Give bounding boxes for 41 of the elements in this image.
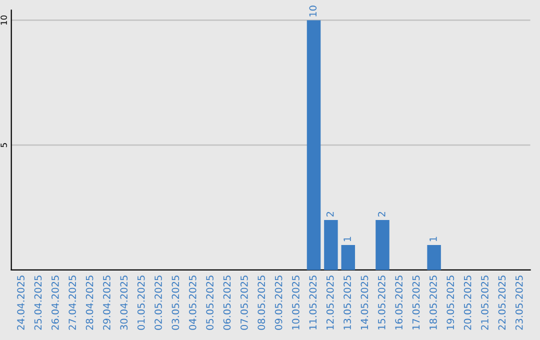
data-label: 1 xyxy=(430,236,437,242)
x-tick-label: 06.05.2025 xyxy=(223,276,231,330)
x-tick-label: 26.04.2025 xyxy=(51,276,59,330)
x-tick-label: 09.05.2025 xyxy=(274,276,282,330)
x-tick-label: 24.04.2025 xyxy=(17,276,24,330)
x-tick-label: 22.05.2025 xyxy=(498,276,506,330)
x-tick-label: 04.05.2025 xyxy=(188,276,196,330)
x-tick-label: 02.05.2025 xyxy=(154,276,162,330)
x-tick-label: 28.04.2025 xyxy=(86,276,94,330)
bar xyxy=(427,244,441,270)
x-tick-label: 10.05.2025 xyxy=(292,276,300,330)
x-tick-label: 18.05.2025 xyxy=(430,276,437,330)
bar xyxy=(376,220,390,270)
x-tick-label: 21.05.2025 xyxy=(481,276,488,330)
x-tick-label: 23.05.2025 xyxy=(515,276,523,330)
x-tick-label: 11.05.2025 xyxy=(309,276,317,330)
y-tick-label: 5 xyxy=(0,143,7,148)
x-tick-label: 01.05.2025 xyxy=(137,276,145,330)
x-tick-label: 12.05.2025 xyxy=(326,276,334,330)
x-tick-label: 17.05.2025 xyxy=(412,276,420,330)
x-tick-label: 27.04.2025 xyxy=(68,276,76,330)
x-tick-label: 08.05.2025 xyxy=(258,276,266,330)
x-tick-label: 15.05.2025 xyxy=(378,276,386,330)
data-label: 2 xyxy=(378,212,386,217)
x-tick-label: 03.05.2025 xyxy=(172,276,180,330)
data-label: 1 xyxy=(344,236,351,242)
x-tick-label: 14.05.2025 xyxy=(360,276,368,330)
x-tick-label: 30.04.2025 xyxy=(120,276,128,330)
x-tick-label: 29.04.2025 xyxy=(103,276,110,330)
x-tick-label: 05.05.2025 xyxy=(206,276,214,330)
x-tick-label: 07.05.2025 xyxy=(240,276,248,330)
bar xyxy=(306,20,321,270)
x-tick-label: 16.05.2025 xyxy=(395,276,403,330)
bar xyxy=(324,220,338,270)
bar xyxy=(341,244,356,270)
x-tick-label: 25.04.2025 xyxy=(34,276,42,330)
x-tick-label: 20.05.2025 xyxy=(464,276,472,330)
data-label: 10 xyxy=(309,6,317,16)
data-label: 2 xyxy=(326,212,334,217)
x-tick-label: 19.05.2025 xyxy=(446,276,454,330)
x-tick-label: 13.05.2025 xyxy=(344,276,351,330)
